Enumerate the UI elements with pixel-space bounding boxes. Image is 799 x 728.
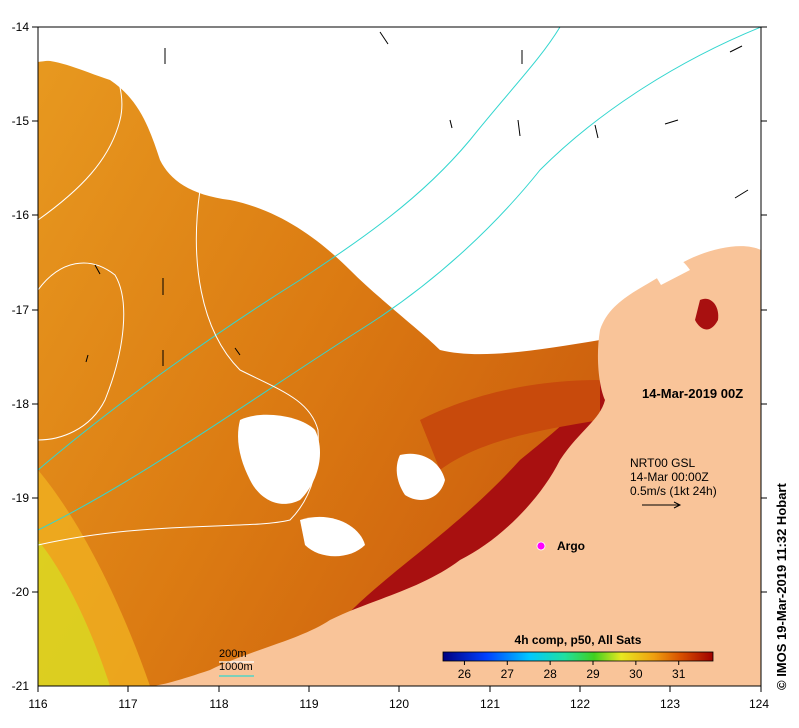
y-tick-label: -16 <box>12 208 30 222</box>
y-tick-label: -17 <box>12 303 30 317</box>
y-tick-label: -19 <box>12 491 30 505</box>
colorbar-tick-label: 26 <box>458 667 472 681</box>
x-tick-label: 124 <box>749 697 769 711</box>
axis-ticks <box>32 26 767 692</box>
argo-label: Argo <box>557 539 585 553</box>
y-tick-label: -18 <box>12 397 30 411</box>
colorbar-tick-label: 27 <box>501 667 515 681</box>
colorbar <box>442 651 714 662</box>
cloud-patch <box>238 414 320 504</box>
y-tick-label: -15 <box>12 114 30 128</box>
colorbar-tick-label: 29 <box>586 667 600 681</box>
colorbar-title: 4h comp, p50, All Sats <box>515 633 642 647</box>
y-tick-label: -14 <box>12 20 30 34</box>
colorbar-tick-label: 31 <box>672 667 686 681</box>
contour-label-200m: 200m <box>219 648 247 660</box>
date-label: 14-Mar-2019 00Z <box>642 386 743 401</box>
colorbar-ticks: 26 27 28 29 30 31 <box>458 661 686 681</box>
x-tick-label: 120 <box>389 697 409 711</box>
scale-arrow <box>642 501 682 509</box>
x-tick-label: 117 <box>118 697 137 711</box>
contour-200m <box>38 59 123 221</box>
credit-label: © IMOS 19-Mar-2019 11:32 Hobart <box>774 483 789 690</box>
argo-marker[interactable] <box>536 541 546 551</box>
x-tick-label: 123 <box>660 697 680 711</box>
product-line-1: NRT00 GSL <box>630 456 695 470</box>
y-tick-label: -21 <box>12 679 30 693</box>
colorbar-tick-label: 28 <box>543 667 557 681</box>
contour-1000m <box>38 27 561 471</box>
x-tick-label: 118 <box>209 697 228 711</box>
x-tick-label: 122 <box>570 697 590 711</box>
x-tick-label: 116 <box>28 697 47 711</box>
y-tick-label: -20 <box>12 585 30 599</box>
x-tick-label: 119 <box>299 697 318 711</box>
product-line-2: 14-Mar 00:00Z <box>630 470 709 484</box>
land-australia <box>150 246 761 686</box>
x-tick-label: 121 <box>480 697 500 711</box>
product-line-3: 0.5m/s (1kt 24h) <box>630 484 717 498</box>
colorbar-tick-label: 30 <box>629 667 643 681</box>
contour-label-1000m: 1000m <box>219 661 253 673</box>
cloud-mask-north <box>38 27 761 355</box>
